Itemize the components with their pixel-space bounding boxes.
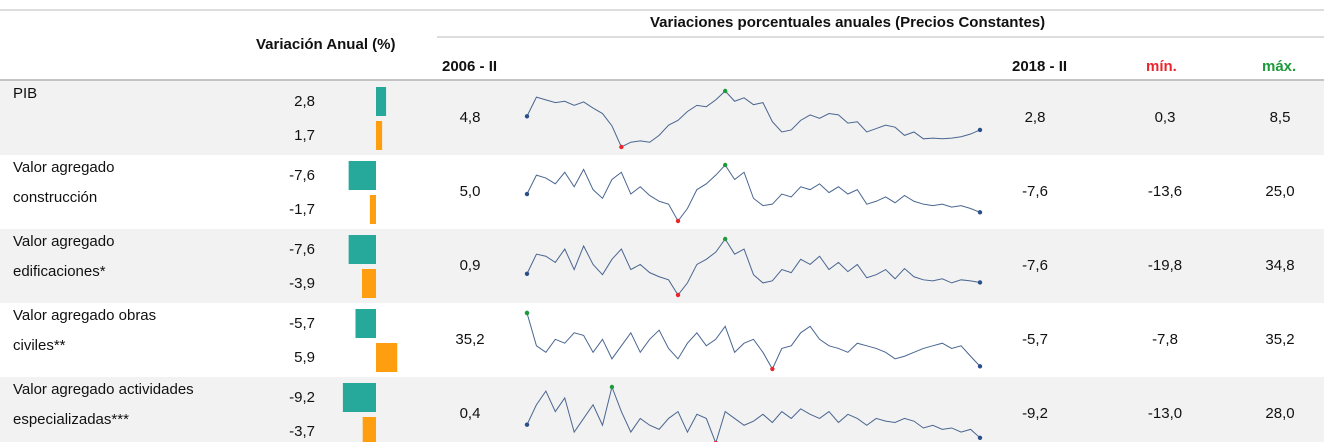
first-point [524,422,530,427]
last-value: -9,2 [1022,405,1048,422]
min-value: 0,3 [1154,109,1176,126]
last-value: 2,8 [1024,109,1046,126]
row-label: especializadas*** [13,411,129,428]
first-value: 35,2 [455,331,485,348]
annual-bar [376,343,398,372]
annual-value: -5,7 [289,315,315,332]
min-label: mín. [1146,58,1177,75]
annual-bar [355,309,376,338]
first-period: 2006 - II [442,58,498,75]
max-point [722,162,728,168]
min-point [770,366,775,372]
annual-value: -7,6 [289,241,315,258]
min-value: -13,0 [1147,405,1183,422]
row-label: civiles** [13,337,66,354]
last-value: -5,7 [1022,331,1048,348]
last-point [977,364,983,369]
last-point [977,210,983,215]
max-value: 35,2 [1265,331,1295,348]
max-label: máx. [1262,58,1297,75]
annual-value: -9,2 [289,389,315,406]
sparkline [526,164,981,222]
annual-value: -7,6 [289,167,315,184]
annual-value: 2,8 [294,93,315,110]
annual-value: -1,7 [289,201,315,218]
row-background [0,377,1324,442]
max-point [722,236,728,242]
first-value: 4,8 [459,109,481,126]
max-point [609,384,615,390]
row-label: Valor agregado [13,159,115,176]
annual-bar [376,121,383,150]
last-point [977,127,983,133]
row-background [0,229,1324,303]
annual-value: 5,9 [294,349,315,366]
min-value: -19,8 [1147,257,1183,274]
row-background [0,81,1324,155]
max-value: 34,8 [1265,257,1295,274]
max-value: 25,0 [1265,183,1295,200]
last-period: 2018 - II [1012,58,1068,75]
annual-bar [361,269,376,298]
max-point [722,88,728,94]
last-value: -7,6 [1022,257,1048,274]
row-label: Valor agregado [13,233,115,250]
annual-bar [362,417,376,442]
max-value: 8,5 [1269,109,1291,126]
row-label: construcción [13,189,98,206]
first-value: 0,4 [459,405,481,422]
min-point [675,218,681,224]
last-value: -7,6 [1022,183,1048,200]
min-value: -13,6 [1147,183,1183,200]
row-label: Valor agregado obras [13,307,157,324]
title: Variaciones porcentuales anuales (Precio… [650,14,1046,31]
annual-value: -3,7 [289,423,315,440]
annual-bar [376,87,387,116]
annual-bar [348,235,376,264]
row-label: Valor agregado actividades [13,381,194,398]
first-value: 5,0 [459,183,481,200]
annual-value: 1,7 [294,127,315,144]
last-point [977,280,983,285]
annual-bar [342,383,376,412]
annual-value: -3,9 [289,275,315,292]
max-point [524,310,530,316]
min-point [619,144,624,150]
row-label: edificaciones* [13,263,106,280]
annual-bar [348,161,376,190]
variation-label: Variación Anual (%) [256,36,396,53]
annual-bar [369,195,376,224]
sparkline [526,90,981,148]
min-value: -7,8 [1152,331,1178,348]
first-point [524,114,530,119]
max-value: 28,0 [1265,405,1295,422]
last-point [977,435,983,441]
min-point [675,292,681,298]
first-value: 0,9 [459,257,481,274]
first-point [524,191,530,197]
sparkline [526,238,981,296]
sparkline [526,312,981,371]
sparkline [526,385,981,442]
first-point [524,271,530,276]
row-label: PIB [13,85,38,102]
